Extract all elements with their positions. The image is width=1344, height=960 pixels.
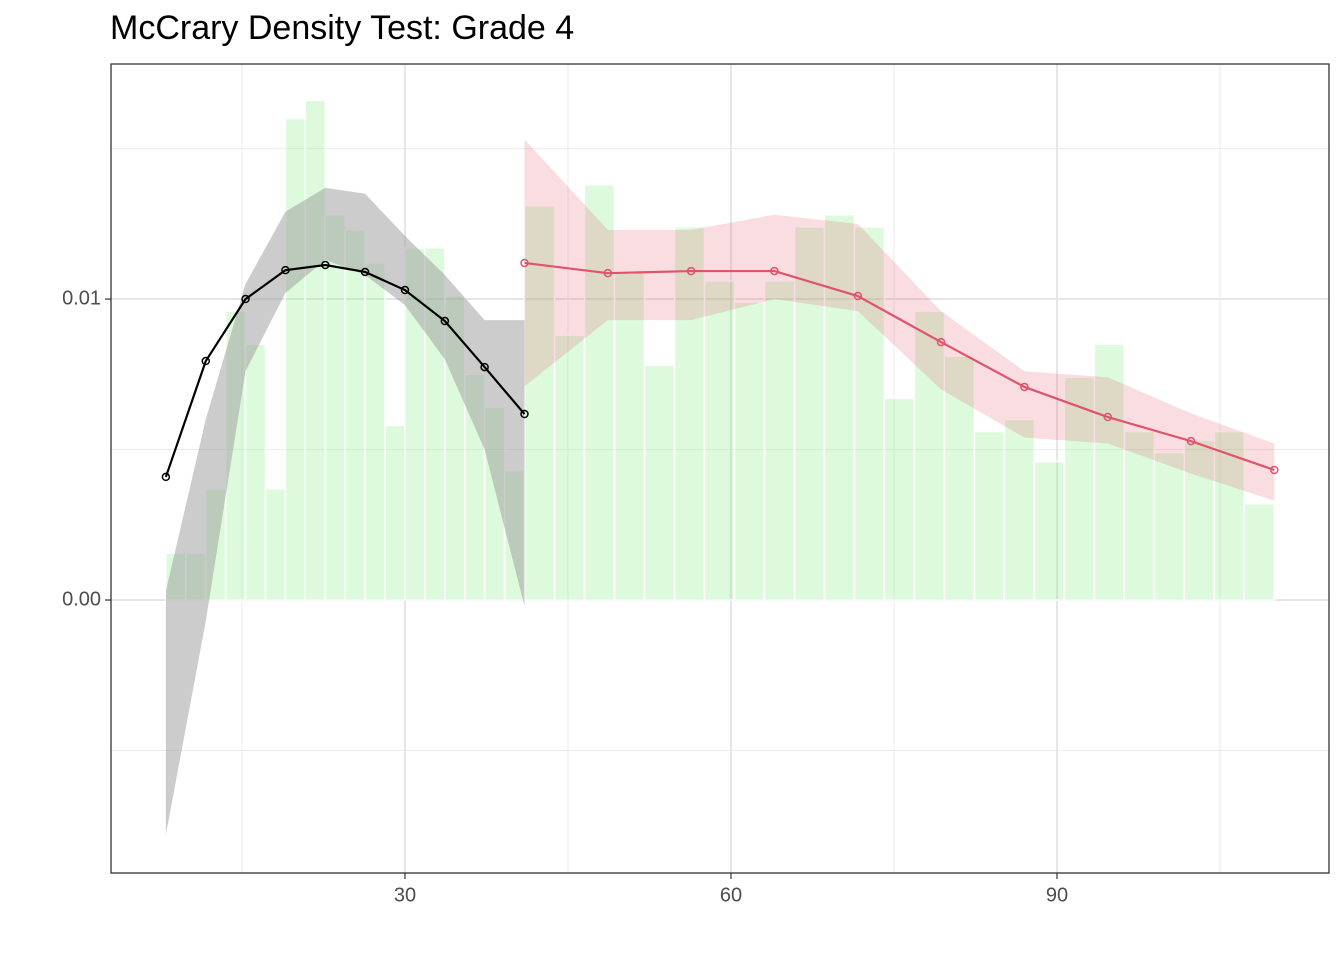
density-point — [321, 260, 330, 270]
y-tick-label: 0.00 — [62, 588, 101, 610]
density-point — [1270, 465, 1279, 475]
bar — [244, 343, 267, 601]
bar — [1153, 451, 1186, 601]
x-tick-label: 90 — [1046, 884, 1068, 906]
density-point — [1186, 436, 1196, 446]
bar — [1063, 376, 1096, 601]
bar — [913, 310, 946, 601]
bar — [384, 424, 406, 601]
y-tick-label: 0.01 — [62, 287, 101, 309]
bar — [613, 271, 646, 601]
bar — [1003, 418, 1036, 601]
bar — [703, 280, 736, 601]
bar — [673, 226, 706, 601]
bar — [823, 214, 856, 601]
bar — [324, 214, 346, 601]
density-point — [201, 356, 211, 366]
bar — [643, 364, 676, 601]
bar — [853, 226, 886, 601]
density-point — [520, 258, 529, 268]
bar — [1123, 430, 1156, 601]
density-line — [524, 261, 1275, 472]
bar — [264, 487, 287, 601]
panel-border — [110, 63, 1330, 874]
bar — [344, 229, 366, 601]
bar — [1243, 502, 1276, 601]
bar — [883, 397, 916, 601]
density-point — [603, 268, 613, 278]
density-point — [400, 285, 410, 295]
density-point — [241, 294, 250, 304]
density-point — [686, 266, 696, 276]
density-point — [936, 337, 946, 347]
bar — [943, 355, 976, 601]
density-point — [360, 267, 370, 277]
density-point — [281, 265, 290, 275]
bar — [1033, 460, 1066, 601]
bar — [793, 226, 826, 601]
bar — [553, 334, 586, 601]
x-tick-label: 30 — [394, 884, 416, 906]
density-point — [520, 409, 529, 419]
bar — [583, 183, 616, 601]
bar — [304, 99, 327, 601]
bar — [1213, 430, 1246, 601]
chart-title: McCrary Density Test: Grade 4 — [110, 9, 574, 47]
bar — [973, 430, 1006, 601]
density-point — [770, 266, 779, 276]
density-point — [1103, 412, 1112, 422]
bar — [733, 301, 766, 601]
bar — [763, 280, 796, 601]
density-point — [161, 472, 171, 482]
bar — [364, 262, 386, 601]
density-point — [440, 316, 450, 326]
density-point — [853, 291, 863, 301]
density-point — [1020, 382, 1029, 392]
bar — [1093, 343, 1126, 601]
bar — [284, 117, 307, 601]
density-point — [480, 362, 489, 372]
density-line — [164, 263, 526, 478]
confidence-band — [165, 187, 525, 835]
x-tick-label: 60 — [720, 884, 742, 906]
